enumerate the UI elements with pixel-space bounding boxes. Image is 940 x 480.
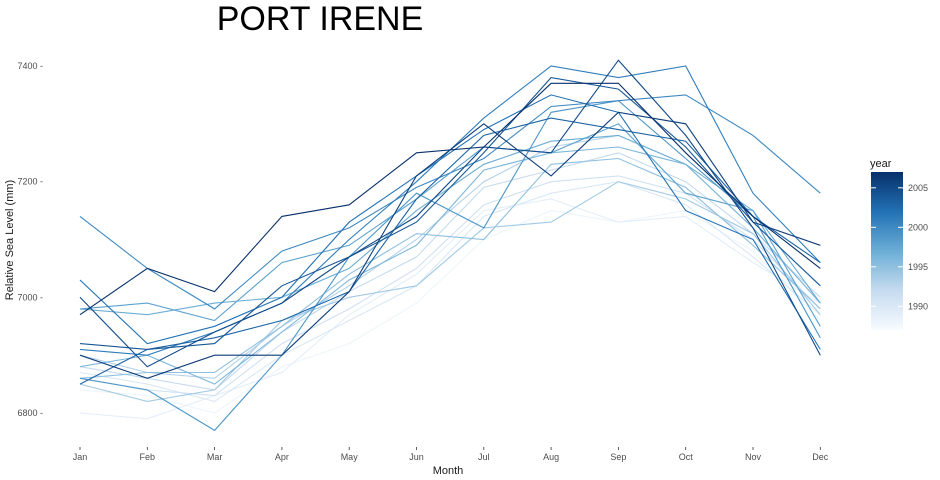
x-tick-label: Jun [409, 452, 424, 462]
y-axis: 6800 - 7000 - 7200 - 7400 - [17, 61, 43, 418]
legend-tick-label: 2000 [908, 222, 928, 232]
series-line-2003 [79, 117, 821, 385]
x-tick-label: Nov [745, 452, 762, 462]
x-tick-label: Apr [275, 452, 289, 462]
x-tick-label: Jan [73, 452, 88, 462]
legend-tick-label: 2005 [908, 183, 928, 193]
legend: year 1990 1995 2000 2005 [870, 158, 928, 330]
x-tick-label: Aug [543, 452, 559, 462]
legend-colorbar [871, 172, 903, 330]
legend-tick-label: 1995 [908, 262, 928, 272]
x-tick-label: Dec [812, 452, 829, 462]
x-tick-label: Feb [140, 452, 156, 462]
series-layer [79, 59, 821, 432]
chart-title: PORT IRENE [217, 0, 424, 38]
series-line-2007 [79, 82, 821, 316]
legend-title: year [870, 158, 892, 170]
y-tick-label: 7200 - [17, 177, 43, 187]
series-line-2004 [79, 77, 821, 350]
series-line-1989 [79, 198, 821, 420]
y-tick-label: 7400 - [17, 61, 43, 71]
legend-ticks: 1990 1995 2000 2005 [871, 183, 928, 311]
series-line-2002 [79, 94, 821, 350]
series-line-2000 [79, 94, 821, 310]
series-line-1996 [79, 146, 821, 385]
y-tick-label: 7000 - [17, 292, 43, 302]
legend-tick-label: 1990 [908, 301, 928, 311]
series-line-1999 [79, 100, 821, 432]
series-line-1995 [79, 157, 821, 379]
series-line-1988 [79, 210, 821, 414]
x-tick-label: Sep [610, 452, 626, 462]
series-line-2005 [79, 59, 821, 368]
series-line-1991 [79, 175, 821, 397]
series-line-1990 [79, 181, 821, 402]
series-line-1994 [79, 181, 821, 402]
x-tick-label: Jul [478, 452, 490, 462]
x-axis-title: Month [433, 465, 464, 477]
x-tick-label: May [341, 452, 359, 462]
y-axis-title: Relative Sea Level (mm) [4, 180, 16, 300]
y-tick-label: 6800 - [17, 408, 43, 418]
x-axis: Jan Feb Mar Apr May Jun Jul Aug Sep Oct Nov Dec [73, 447, 829, 462]
x-tick-label: Mar [207, 452, 223, 462]
series-line-1992 [79, 152, 821, 391]
x-tick-label: Oct [679, 452, 694, 462]
